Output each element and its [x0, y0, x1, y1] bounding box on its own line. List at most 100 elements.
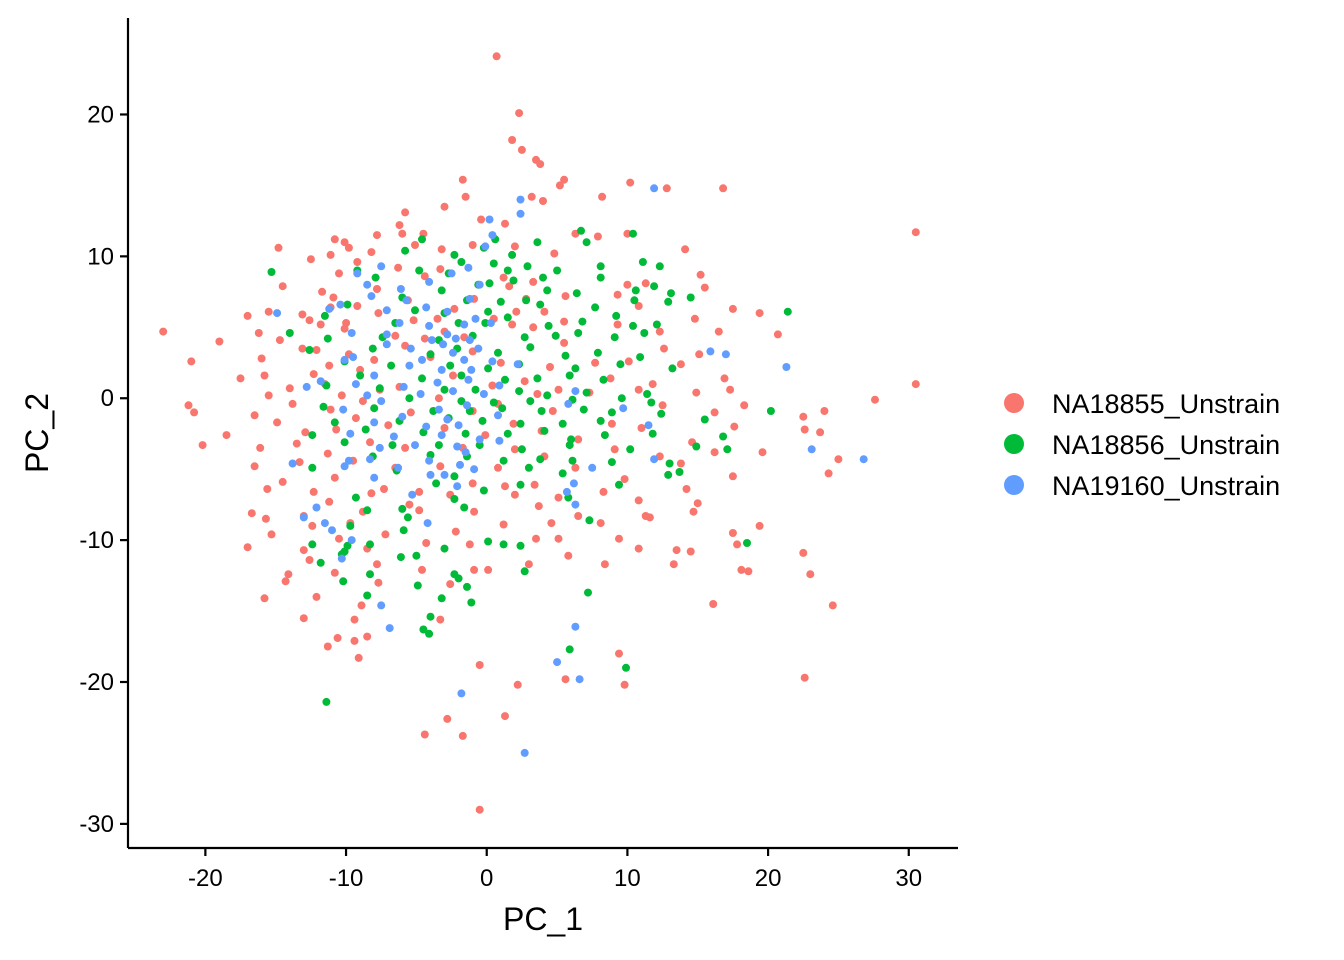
data-point [326, 250, 335, 259]
data-point [650, 282, 659, 291]
data-point [485, 215, 494, 224]
data-point [648, 429, 657, 438]
data-point [420, 334, 429, 343]
data-point [503, 266, 512, 275]
data-point [669, 560, 678, 569]
data-point [596, 262, 605, 271]
data-point [361, 425, 370, 434]
data-point [457, 689, 466, 698]
data-point [488, 231, 497, 240]
data-point [426, 612, 435, 621]
data-point [267, 268, 276, 276]
data-point [695, 350, 704, 359]
data-point [453, 442, 462, 451]
data-point [425, 456, 434, 465]
data-point [323, 449, 332, 458]
data-point [377, 262, 386, 271]
data-point [443, 415, 452, 424]
data-point [719, 432, 728, 441]
data-point [510, 490, 519, 499]
data-point [243, 543, 252, 552]
data-point [278, 477, 287, 486]
data-point [498, 404, 507, 413]
data-point [743, 539, 751, 547]
data-point [508, 136, 517, 144]
data-point [807, 445, 816, 454]
data-point [389, 432, 398, 441]
data-point [434, 441, 443, 450]
data-point [615, 649, 623, 658]
data-point [340, 355, 349, 364]
data-point [406, 408, 415, 417]
data-point [370, 404, 379, 413]
data-point [425, 277, 434, 286]
data-point [351, 414, 360, 423]
data-point [449, 387, 457, 396]
data-point [358, 397, 367, 406]
data-point [475, 805, 484, 814]
data-point [320, 519, 329, 528]
data-point [381, 530, 390, 539]
data-point [585, 516, 594, 525]
data-point [520, 377, 529, 386]
data-point [309, 487, 318, 496]
data-point [560, 338, 569, 347]
data-point [339, 405, 348, 414]
data-point [571, 622, 580, 631]
data-point [755, 309, 764, 318]
data-point [420, 272, 429, 281]
data-point [243, 311, 252, 320]
data-point [394, 263, 403, 272]
data-point [382, 330, 391, 339]
data-point [575, 675, 584, 684]
data-point [337, 554, 346, 563]
data-point [641, 279, 650, 288]
data-point [622, 663, 630, 672]
data-point [474, 344, 483, 353]
data-point [515, 109, 524, 118]
data-point [312, 346, 321, 354]
y-tick-label: -20 [79, 669, 114, 696]
data-point [520, 567, 529, 576]
data-point [533, 238, 542, 247]
data-point [540, 426, 549, 435]
data-point [617, 394, 626, 403]
data-point [415, 506, 424, 515]
data-point [380, 485, 388, 493]
data-point [529, 277, 538, 286]
data-point [634, 496, 643, 505]
data-point [744, 567, 753, 576]
data-point [353, 269, 362, 278]
data-point [425, 321, 434, 330]
data-point [783, 307, 792, 316]
data-point [548, 407, 557, 415]
legend-label: NA18856_Unstrain [1052, 430, 1280, 460]
data-point [308, 521, 317, 530]
data-point [508, 320, 517, 329]
data-point [911, 380, 920, 389]
y-tick-label: -30 [79, 811, 114, 838]
data-point [250, 411, 259, 420]
data-point [574, 329, 583, 337]
data-point [370, 371, 379, 380]
data-point [488, 357, 497, 366]
data-point [190, 408, 199, 417]
data-point [524, 560, 533, 569]
x-tick-label: -10 [329, 865, 364, 892]
data-point [387, 361, 396, 370]
data-point [254, 329, 263, 337]
data-point [499, 540, 508, 549]
data-point [503, 429, 512, 438]
data-point [363, 391, 372, 400]
data-point [578, 317, 587, 326]
data-point [316, 558, 325, 567]
data-point [664, 297, 673, 306]
data-point [436, 265, 445, 274]
data-point [263, 485, 272, 493]
data-point [463, 582, 471, 591]
data-point [366, 455, 374, 464]
data-point [416, 390, 425, 398]
data-point [434, 394, 443, 403]
data-point [426, 350, 435, 359]
